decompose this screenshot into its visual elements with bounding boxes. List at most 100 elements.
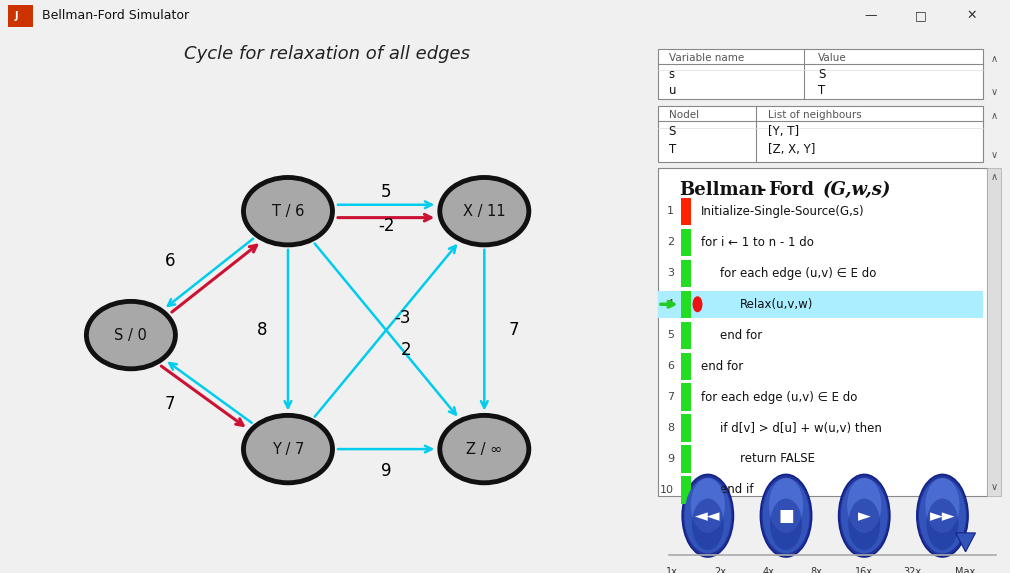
FancyBboxPatch shape — [681, 291, 691, 318]
FancyBboxPatch shape — [659, 168, 987, 496]
FancyBboxPatch shape — [659, 106, 984, 162]
Circle shape — [769, 478, 803, 533]
Circle shape — [847, 478, 882, 533]
Text: if d[v] > d[u] + w(u,v) then: if d[v] > d[u] + w(u,v) then — [720, 422, 882, 434]
Text: Cycle for relaxation of all edges: Cycle for relaxation of all edges — [184, 45, 471, 64]
Circle shape — [761, 474, 812, 557]
Text: ∨: ∨ — [991, 87, 998, 97]
Circle shape — [840, 478, 888, 554]
Text: S / 0: S / 0 — [114, 328, 147, 343]
Text: □: □ — [915, 9, 927, 22]
FancyBboxPatch shape — [681, 198, 691, 225]
Text: ►: ► — [857, 507, 871, 525]
Text: [Z, X, Y]: [Z, X, Y] — [769, 143, 816, 156]
Text: 10: 10 — [660, 485, 674, 495]
Text: Z / ∞: Z / ∞ — [467, 442, 502, 457]
Text: Value: Value — [818, 53, 846, 62]
Text: 9: 9 — [667, 454, 674, 464]
Text: 1x: 1x — [667, 567, 678, 573]
Text: 2: 2 — [667, 237, 674, 248]
Text: 3: 3 — [667, 268, 674, 278]
Text: ∨: ∨ — [991, 150, 998, 160]
Text: T: T — [669, 143, 676, 156]
Text: ∧: ∧ — [991, 172, 998, 182]
Text: end for: end for — [720, 329, 763, 342]
Text: end for: end for — [701, 360, 743, 372]
Circle shape — [925, 478, 960, 533]
Text: 9: 9 — [381, 462, 392, 480]
Text: Variable name: Variable name — [669, 53, 744, 62]
FancyBboxPatch shape — [681, 321, 691, 349]
Text: J: J — [14, 11, 18, 21]
Circle shape — [243, 415, 332, 483]
Text: Ford: Ford — [769, 181, 814, 199]
Text: -2: -2 — [378, 217, 394, 235]
Circle shape — [439, 178, 529, 245]
FancyBboxPatch shape — [8, 5, 33, 27]
Text: Initialize-Single-Source(G,s): Initialize-Single-Source(G,s) — [701, 205, 865, 218]
Text: 4x: 4x — [763, 567, 775, 573]
Circle shape — [838, 474, 890, 557]
Text: 7: 7 — [165, 395, 176, 414]
Circle shape — [692, 499, 724, 550]
Text: 6: 6 — [165, 252, 176, 270]
Text: 5: 5 — [381, 183, 392, 201]
Text: Relax(u,v,w): Relax(u,v,w) — [739, 298, 813, 311]
Text: —: — — [865, 9, 877, 22]
Circle shape — [87, 301, 176, 369]
Text: X / 11: X / 11 — [463, 203, 506, 219]
Text: T / 6: T / 6 — [272, 203, 304, 219]
FancyBboxPatch shape — [681, 383, 691, 411]
Text: 7: 7 — [508, 321, 519, 339]
Circle shape — [919, 478, 966, 554]
Text: 1: 1 — [667, 206, 674, 217]
Text: [Y, T]: [Y, T] — [769, 125, 799, 138]
FancyBboxPatch shape — [987, 168, 1001, 496]
Text: 6: 6 — [667, 361, 674, 371]
Text: for each edge (u,v) ∈ E do: for each edge (u,v) ∈ E do — [720, 267, 877, 280]
Circle shape — [848, 499, 881, 550]
Text: Y / 7: Y / 7 — [272, 442, 304, 457]
Text: S: S — [669, 125, 676, 138]
Text: S: S — [818, 68, 825, 81]
Text: u: u — [669, 84, 677, 97]
FancyBboxPatch shape — [681, 476, 691, 504]
Circle shape — [917, 474, 968, 557]
Text: (G,w,s): (G,w,s) — [823, 181, 892, 199]
Circle shape — [243, 178, 332, 245]
Circle shape — [682, 474, 733, 557]
Circle shape — [770, 499, 802, 550]
Text: ∧: ∧ — [991, 111, 998, 121]
FancyBboxPatch shape — [681, 260, 691, 287]
FancyBboxPatch shape — [659, 291, 984, 318]
Text: for i ← 1 to n - 1 do: for i ← 1 to n - 1 do — [701, 236, 814, 249]
FancyBboxPatch shape — [681, 414, 691, 442]
Text: 8x: 8x — [810, 567, 822, 573]
Text: -: - — [760, 181, 767, 199]
Text: Nodel: Nodel — [669, 110, 699, 120]
FancyBboxPatch shape — [681, 445, 691, 473]
Text: Bellman-Ford Simulator: Bellman-Ford Simulator — [42, 9, 190, 22]
Circle shape — [685, 478, 731, 554]
FancyBboxPatch shape — [681, 229, 691, 256]
Circle shape — [763, 478, 809, 554]
Text: 7: 7 — [667, 392, 674, 402]
Text: end if: end if — [720, 484, 753, 496]
Polygon shape — [955, 533, 976, 552]
Circle shape — [926, 499, 958, 550]
Text: List of neighbours: List of neighbours — [769, 110, 862, 120]
Text: s: s — [669, 68, 675, 81]
Text: ∧: ∧ — [991, 54, 998, 64]
Text: Bellman: Bellman — [680, 181, 764, 199]
Text: 4: 4 — [667, 299, 674, 309]
Text: Max: Max — [955, 567, 976, 573]
FancyBboxPatch shape — [659, 49, 984, 99]
Text: ►►: ►► — [929, 507, 955, 525]
Circle shape — [693, 296, 703, 312]
Text: ∨: ∨ — [991, 482, 998, 492]
Text: 2: 2 — [401, 341, 411, 359]
Text: ◄◄: ◄◄ — [695, 507, 720, 525]
Text: 32x: 32x — [903, 567, 921, 573]
Text: return FALSE: return FALSE — [739, 453, 815, 465]
Text: -3: -3 — [394, 309, 411, 327]
